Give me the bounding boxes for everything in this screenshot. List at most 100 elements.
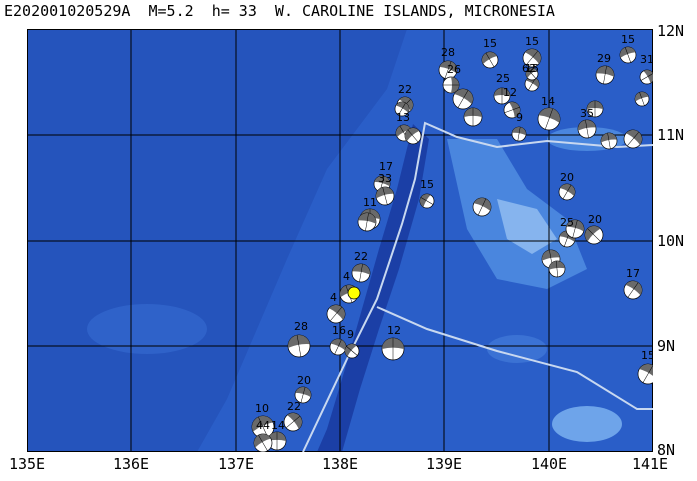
beachball-focal-mechanism: [623, 129, 643, 149]
beachball-focal-mechanism: [442, 76, 460, 94]
beachball-focal-mechanism: [619, 46, 637, 64]
beachball-focal-mechanism: [267, 431, 287, 451]
beachball-depth-label: 26: [447, 63, 461, 76]
beachball-focal-mechanism: [637, 363, 653, 385]
beachball-focal-mechanism: [639, 69, 653, 85]
beachball-depth-label: 15: [525, 35, 539, 48]
beachball-depth-label: 28: [294, 320, 308, 333]
beachball-focal-mechanism: [595, 65, 615, 85]
beachball-focal-mechanism: [558, 183, 576, 201]
beachball-focal-mechanism: [584, 225, 604, 245]
beachball-depth-label: 14: [271, 419, 285, 432]
lon-label: 138E: [321, 455, 359, 473]
lat-label: 9N: [657, 337, 676, 355]
beachball-focal-mechanism: [511, 126, 527, 142]
beachball-focal-mechanism: [351, 263, 371, 283]
shoal-patch-2: [487, 335, 547, 363]
beachball-depth-label: 20: [588, 213, 602, 226]
shoal-patch-1: [552, 406, 622, 442]
beachball-focal-mechanism: [381, 337, 405, 361]
lon-label: 136E: [112, 455, 150, 473]
beachball-focal-mechanism: [565, 219, 585, 239]
beachball-depth-label: 14: [541, 95, 555, 108]
beachball-depth-label: 10: [255, 402, 269, 415]
beachball-depth-label: 44: [256, 419, 270, 432]
beachball-depth-label: 31: [640, 53, 653, 66]
plate-boundaries: [302, 121, 653, 452]
lon-label: 139E: [425, 455, 463, 473]
beachball-focal-mechanism: [600, 132, 618, 150]
beachball-depth-label: 4: [330, 291, 337, 304]
beachball-focal-mechanism: [329, 338, 347, 356]
beachball-focal-mechanism: [522, 48, 542, 68]
beachball-focal-mechanism: [503, 101, 521, 119]
beachball-focal-mechanism: [283, 412, 303, 432]
beachball-depth-label: 35: [580, 107, 594, 120]
lat-label: 12N: [657, 22, 685, 40]
beachball-focal-mechanism: [548, 260, 566, 278]
beachball-depth-label: 4: [343, 270, 350, 283]
ridge-shoal: [497, 199, 557, 254]
beachball-depth-label: 29: [597, 52, 611, 65]
beachball-depth-label: 15: [641, 349, 653, 362]
beachball-focal-mechanism: [394, 101, 410, 117]
beachball-focal-mechanism: [438, 60, 458, 80]
beachball-depth-label: 25: [560, 216, 574, 229]
map-title: E202001020529A M=5.2 h= 33 W. CAROLINE I…: [4, 2, 555, 20]
beachball-focal-mechanism: [586, 100, 604, 118]
beachball-depth-label: 17: [626, 267, 640, 280]
beachball-focal-mechanism: [472, 197, 492, 217]
beachball-depth-label: 15: [525, 62, 539, 75]
beachball-depth-label: 15: [420, 178, 434, 191]
shoal-patch-4: [87, 304, 207, 354]
lon-label: 137E: [217, 455, 255, 473]
beachball-focal-mechanism: [623, 280, 643, 300]
beachball-depth-label: 62: [522, 62, 536, 75]
beachball-focal-mechanism: [493, 87, 511, 105]
beachball-depth-label: 20: [297, 374, 311, 387]
lat-label: 8N: [657, 441, 676, 459]
beachball-focal-mechanism: [419, 193, 435, 209]
beachball-focal-mechanism: [452, 88, 474, 110]
beachball-focal-mechanism: [577, 119, 597, 139]
beachball-focal-mechanism: [344, 343, 360, 359]
beachball-depth-label: 17: [379, 160, 393, 173]
beachball-depth-label: 9: [516, 111, 523, 124]
trench: [317, 124, 429, 452]
beachball-depth-label: 20: [560, 171, 574, 184]
beachball-focal-mechanism: [634, 91, 650, 107]
map-frame: [27, 29, 653, 452]
beachball-depth-label: 15: [483, 37, 497, 50]
beachball-focal-mechanism: [463, 107, 483, 127]
beachball-focal-mechanism: [326, 304, 346, 324]
beachball-depth-label: 15: [621, 33, 635, 46]
graticule: [27, 29, 653, 452]
beachball-focal-mechanism: [525, 67, 539, 81]
event-epicenter-marker: [347, 286, 361, 300]
beachball-depth-label: 16: [332, 324, 346, 337]
beachball-focal-mechanism: [481, 51, 499, 69]
beachball-focal-mechanism: [294, 386, 312, 404]
beachball-depth-label: 9: [347, 328, 354, 341]
beachball-depth-label: 22: [287, 400, 301, 413]
beachball-depth-label: 13: [396, 111, 410, 124]
beachball-focal-mechanism: [253, 433, 273, 452]
lon-label: 140E: [530, 455, 568, 473]
beachball-focal-mechanism: [375, 186, 395, 206]
beachball-focal-mechanism: [404, 127, 422, 145]
beachball-depth-label: 33: [378, 172, 392, 185]
lon-label: 135E: [8, 455, 46, 473]
beachball-focal-mechanism: [251, 415, 275, 439]
beachball-focal-mechanism: [287, 334, 311, 358]
beachball-depth-label: 11: [363, 196, 377, 209]
beachball-focal-mechanism: [537, 107, 561, 131]
beachball-depth-label: 12: [503, 86, 517, 99]
beachball-depth-label: 12: [387, 324, 401, 337]
beachball-depth-label: 25: [496, 72, 510, 85]
beachball-depth-label: 22: [354, 250, 368, 263]
beachball-depth-label: 28: [441, 46, 455, 59]
beachball-focal-mechanism: [357, 212, 377, 232]
lat-label: 10N: [657, 232, 685, 250]
